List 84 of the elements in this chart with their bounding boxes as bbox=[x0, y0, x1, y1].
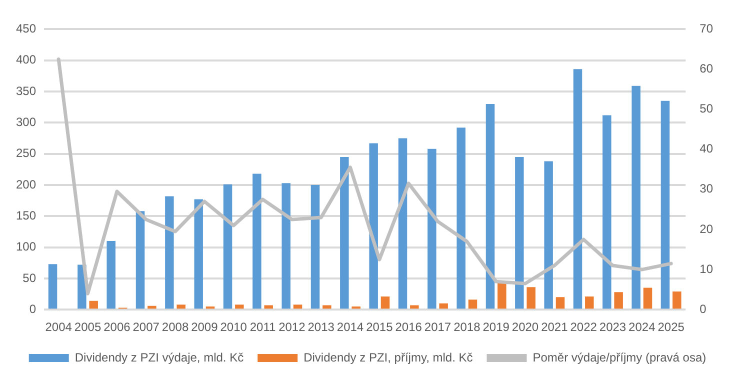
bar bbox=[672, 292, 682, 309]
x-tick-label: 2025 bbox=[658, 320, 685, 334]
bar bbox=[369, 143, 378, 309]
bar bbox=[148, 306, 156, 309]
y-tick-label: 350 bbox=[16, 84, 36, 98]
x-tick-label: 2021 bbox=[541, 320, 568, 334]
bar bbox=[264, 305, 273, 309]
bar bbox=[602, 115, 612, 309]
bar bbox=[614, 292, 623, 309]
x-tick-label: 2015 bbox=[366, 320, 394, 334]
y-tick-label: 0 bbox=[29, 302, 36, 316]
x-tick-label: 2016 bbox=[395, 320, 422, 334]
y-tick-label: 450 bbox=[16, 22, 36, 36]
bar bbox=[428, 148, 436, 309]
x-tick-label: 2013 bbox=[308, 320, 335, 334]
bar bbox=[310, 184, 320, 309]
y2-tick-label: 0 bbox=[700, 302, 707, 316]
bar bbox=[136, 211, 145, 309]
bar bbox=[223, 184, 232, 309]
y2-tick-label: 30 bbox=[700, 182, 714, 196]
x-tick-label: 2024 bbox=[628, 320, 656, 334]
y-tick-label: 200 bbox=[16, 177, 36, 192]
bar bbox=[48, 264, 58, 309]
bar bbox=[544, 161, 553, 309]
x-tick-label: 2012 bbox=[278, 320, 306, 334]
bar bbox=[410, 305, 419, 309]
bar bbox=[643, 288, 652, 309]
bar bbox=[340, 156, 349, 309]
x-tick-label: 2011 bbox=[250, 320, 276, 334]
y2-tick-label: 40 bbox=[700, 142, 714, 156]
bar bbox=[235, 304, 244, 309]
x-tick-label: 2020 bbox=[512, 320, 539, 334]
bar bbox=[585, 296, 594, 309]
bar bbox=[293, 304, 302, 309]
y2-tick-label: 10 bbox=[700, 262, 714, 276]
bar bbox=[468, 300, 478, 309]
x-tick-label: 2017 bbox=[424, 320, 452, 334]
y-tick-label: 100 bbox=[16, 240, 36, 254]
bar bbox=[632, 86, 640, 309]
y-tick-label: 150 bbox=[16, 208, 36, 222]
y-tick-label: 250 bbox=[16, 146, 36, 160]
x-tick-label: 2014 bbox=[336, 320, 364, 334]
x-tick-label: 2008 bbox=[162, 320, 189, 334]
x-tick-label: 2009 bbox=[191, 320, 218, 334]
bar bbox=[486, 104, 495, 309]
bar bbox=[165, 196, 174, 309]
x-tick-label: 2023 bbox=[599, 320, 626, 334]
x-tick-label: 2004 bbox=[45, 320, 72, 334]
y2-tick-label: 50 bbox=[700, 102, 714, 116]
bar bbox=[194, 199, 203, 309]
y2-tick-label: 70 bbox=[700, 22, 714, 36]
legend-label: Poměr výdaje/příjmy (pravá osa) bbox=[532, 350, 706, 364]
legend-label: Dividendy z PZI výdaje, mld. Kč bbox=[74, 350, 244, 364]
bar bbox=[282, 183, 290, 309]
bar bbox=[456, 128, 466, 309]
bar bbox=[660, 100, 670, 309]
bar bbox=[439, 303, 448, 309]
bar bbox=[106, 241, 116, 309]
x-tick-label: 2019 bbox=[482, 320, 510, 334]
bar bbox=[398, 138, 408, 309]
bar bbox=[515, 156, 524, 309]
bar bbox=[206, 306, 215, 309]
bar bbox=[526, 287, 536, 309]
bar bbox=[322, 305, 332, 309]
legend-label: Dividendy z PZI, příjmy, mld. Kč bbox=[304, 350, 473, 364]
bar bbox=[498, 282, 506, 309]
bar bbox=[252, 174, 262, 309]
bar bbox=[380, 296, 390, 309]
bar bbox=[89, 300, 98, 309]
bar bbox=[176, 304, 186, 309]
x-tick-label: 2006 bbox=[104, 320, 131, 334]
y2-tick-label: 60 bbox=[700, 62, 714, 76]
bar bbox=[573, 69, 582, 309]
y-tick-label: 400 bbox=[16, 52, 36, 67]
x-tick-label: 2005 bbox=[74, 320, 102, 334]
x-tick-label: 2007 bbox=[132, 320, 160, 334]
x-tick-label: 2010 bbox=[220, 320, 248, 334]
x-tick-label: 2022 bbox=[570, 320, 598, 334]
x-tick-label: 2018 bbox=[454, 320, 481, 334]
bar bbox=[352, 306, 360, 309]
y2-tick-label: 20 bbox=[700, 222, 714, 236]
bar bbox=[556, 297, 565, 309]
y-tick-label: 50 bbox=[22, 270, 36, 285]
y-tick-label: 300 bbox=[16, 114, 36, 129]
